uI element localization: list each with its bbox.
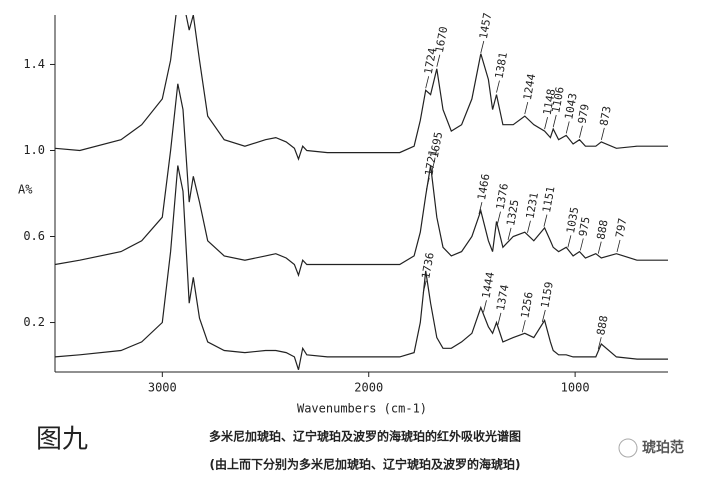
spectrum-line — [55, 83, 668, 278]
peak-leader — [507, 227, 512, 240]
peak-leader — [436, 54, 441, 67]
peak-label: 1151 — [540, 185, 557, 213]
peak-leader — [565, 121, 570, 134]
peak-label: 1670 — [433, 25, 450, 53]
peak-label: 1035 — [564, 206, 581, 234]
peak-leader — [425, 76, 430, 89]
spectrum-line — [55, 15, 668, 161]
peak-label: 1724 — [422, 47, 439, 76]
peak-label: 1244 — [521, 72, 538, 101]
peak-leader — [543, 214, 548, 227]
peak-label: 1466 — [475, 173, 492, 201]
peak-label: 797 — [613, 217, 629, 239]
peak-label: 979 — [576, 103, 592, 125]
peak-label: 1325 — [504, 199, 521, 227]
peak-label: 1695 — [428, 131, 445, 159]
peak-leader — [497, 312, 502, 326]
peak-leader — [524, 101, 529, 115]
peak-leader — [480, 40, 485, 54]
peak-leader — [425, 177, 430, 190]
y-tick-label: 0.6 — [23, 229, 45, 243]
peak-leader — [552, 114, 557, 128]
peak-leader — [616, 239, 621, 253]
y-tick-label: 1.0 — [23, 143, 45, 157]
peak-label: 975 — [576, 216, 592, 238]
peak-leader — [544, 117, 548, 130]
peak-leader — [527, 220, 531, 233]
peak-leader — [597, 337, 602, 350]
peak-leader — [579, 238, 584, 251]
peak-leader — [483, 300, 487, 313]
spectrum-line — [55, 165, 668, 370]
peak-leader — [521, 320, 526, 333]
y-tick-label: 1.4 — [23, 57, 45, 71]
peak-leader — [478, 202, 483, 215]
peak-leader — [567, 235, 572, 248]
peak-leader — [496, 80, 500, 93]
y-tick-label: 0.2 — [23, 315, 45, 329]
peak-leader — [497, 211, 501, 224]
peak-label: 1381 — [493, 51, 510, 79]
peak-label: 1736 — [419, 251, 436, 279]
peak-label: 888 — [594, 219, 610, 241]
peak-label: 1721 — [422, 149, 439, 177]
peak-label: 1457 — [477, 12, 494, 40]
peak-label: 1148 — [541, 88, 558, 116]
peak-leader — [541, 309, 546, 323]
watermark: 琥珀范 — [642, 439, 684, 456]
x-axis-label: Wavenumbers (cm-1) — [297, 402, 427, 416]
peak-leader — [600, 127, 605, 140]
peak-leader — [431, 160, 436, 173]
figure-label: 图九 — [36, 425, 88, 455]
peak-leader — [597, 241, 602, 254]
x-tick-label: 2000 — [354, 381, 383, 395]
peak-label: 1376 — [494, 182, 511, 210]
x-tick-label: 3000 — [148, 381, 177, 395]
peak-leader — [422, 280, 427, 293]
peak-label: 1159 — [538, 281, 555, 309]
watermark-icon — [618, 438, 638, 458]
peak-label: 1444 — [480, 271, 497, 300]
peak-label: 1231 — [524, 191, 541, 219]
caption-line: (由上而下分别为多米尼加琥珀、辽宁琥珀及波罗的海琥珀) — [210, 457, 521, 472]
peak-label: 1043 — [562, 92, 579, 120]
caption-line: 多米尼加琥珀、辽宁琥珀及波罗的海琥珀的红外吸收光谱图 — [209, 429, 521, 444]
y-axis-label: A% — [18, 183, 33, 197]
peak-leader — [579, 125, 583, 138]
peak-label: 1374 — [494, 283, 511, 312]
peak-label: 873 — [597, 105, 613, 127]
peak-label: 888 — [594, 314, 610, 336]
x-tick-label: 1000 — [561, 381, 590, 395]
peak-label: 1106 — [549, 86, 566, 114]
peak-label: 1256 — [518, 291, 535, 319]
